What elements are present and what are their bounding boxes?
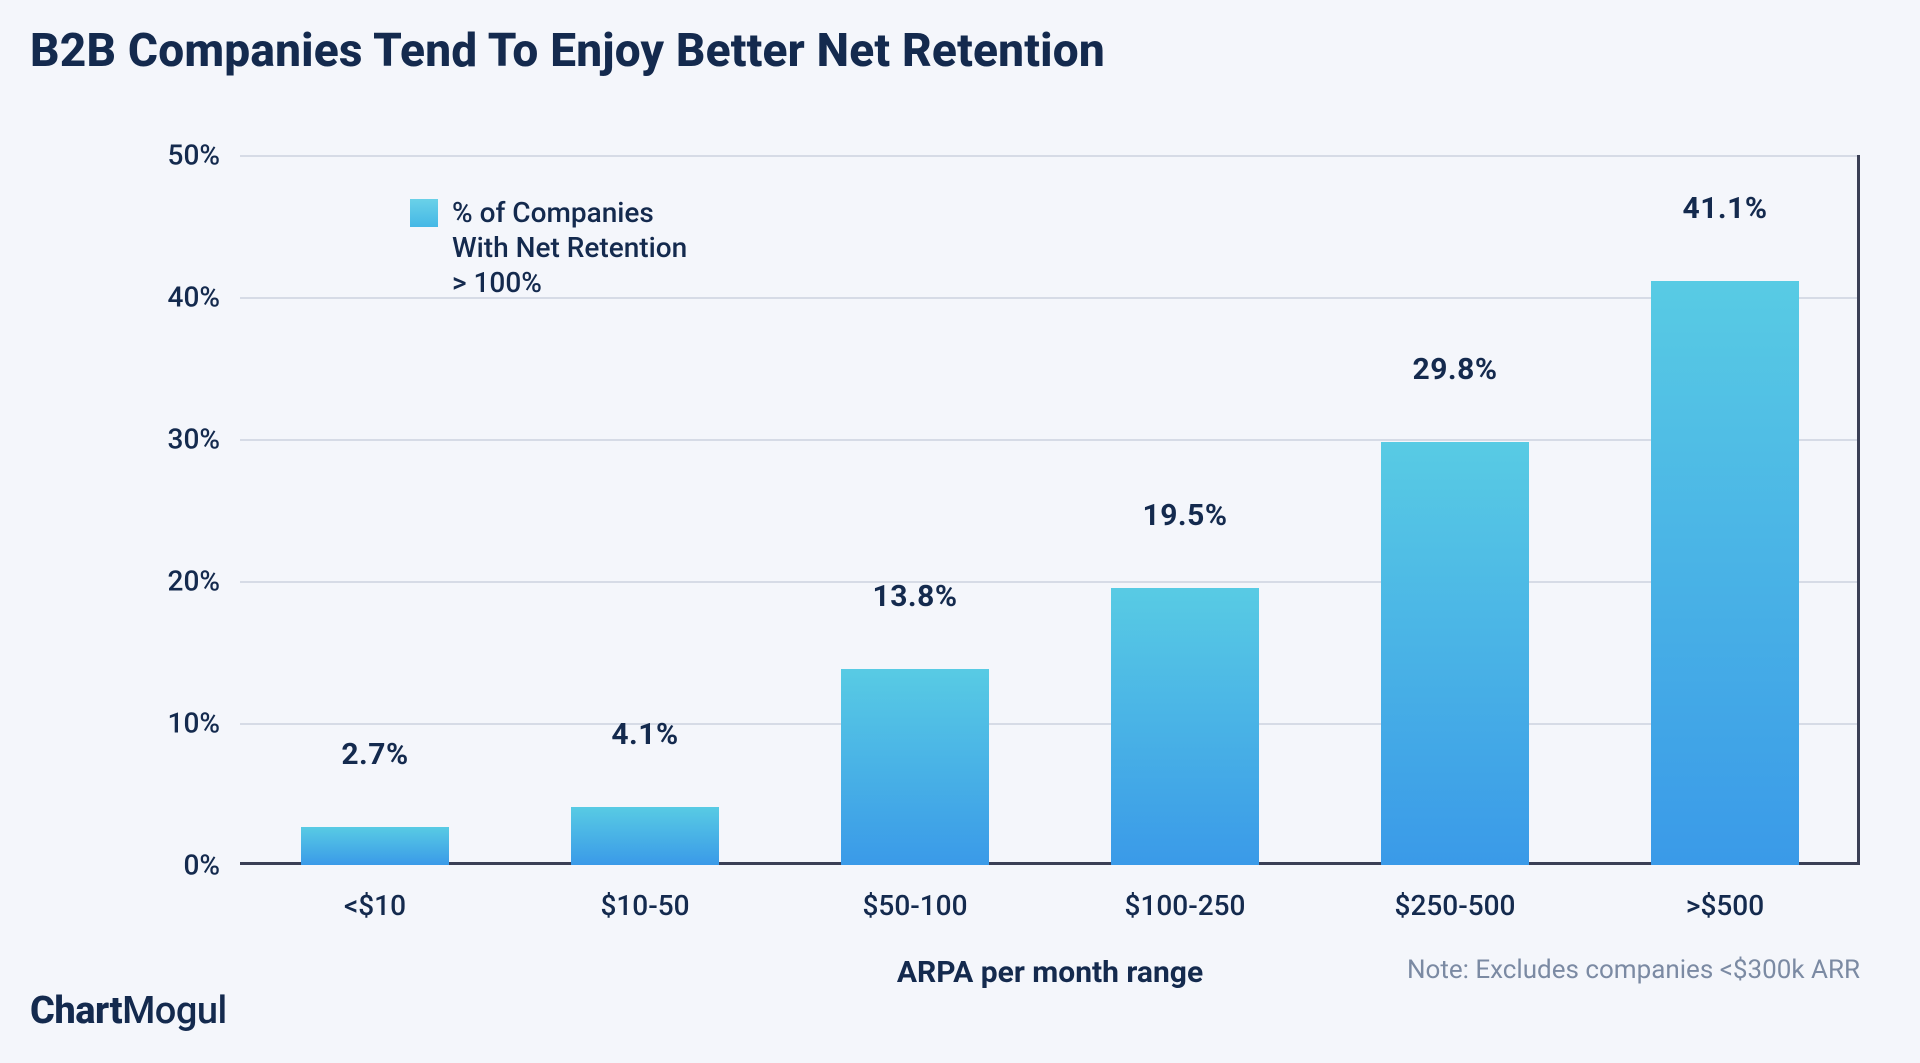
- bar: [571, 807, 720, 865]
- bar: [1651, 281, 1800, 865]
- chart-card: B2B Companies Tend To Enjoy Better Net R…: [0, 0, 1920, 1063]
- x-tick-label: <$10: [344, 889, 406, 922]
- y-tick-label: 20%: [130, 565, 220, 598]
- bar-value-label: 2.7%: [341, 737, 408, 782]
- bar-value-label: 13.8%: [872, 579, 957, 624]
- brand-logo: ChartMogul: [30, 989, 227, 1033]
- x-axis-title: ARPA per month range: [897, 955, 1203, 990]
- x-tick-label: >$500: [1686, 889, 1764, 922]
- bar: [841, 669, 990, 865]
- chart-area: 0%10%20%30%40%50% 2.7%<$104.1%$10-5013.8…: [160, 155, 1860, 865]
- y-tick-label: 0%: [130, 849, 220, 882]
- x-tick-label: $50-100: [863, 889, 968, 922]
- chart-footnote: Note: Excludes companies <$300k ARR: [1407, 955, 1860, 985]
- bar: [1111, 588, 1260, 865]
- bar-value-label: 19.5%: [1142, 498, 1227, 543]
- y-tick-label: 10%: [130, 707, 220, 740]
- y-tick-label: 30%: [130, 423, 220, 456]
- bar-value-label: 29.8%: [1412, 352, 1497, 397]
- x-tick-label: $250-500: [1395, 889, 1516, 922]
- y-tick-label: 50%: [130, 139, 220, 172]
- x-tick-label: $10-50: [600, 889, 689, 922]
- bar: [301, 827, 450, 865]
- legend: % of Companies With Net Retention > 100%: [410, 195, 687, 300]
- x-tick-label: $100-250: [1125, 889, 1246, 922]
- y-tick-label: 40%: [130, 281, 220, 314]
- legend-text: % of Companies With Net Retention > 100%: [452, 195, 687, 300]
- bar-value-label: 41.1%: [1682, 191, 1767, 236]
- bar-value-label: 4.1%: [611, 717, 678, 762]
- chart-title: B2B Companies Tend To Enjoy Better Net R…: [30, 24, 1105, 78]
- brand-thin: Mogul: [122, 989, 227, 1033]
- bar: [1381, 442, 1530, 865]
- plot-area: 2.7%<$104.1%$10-5013.8%$50-10019.5%$100-…: [240, 155, 1860, 865]
- legend-swatch: [410, 199, 438, 227]
- brand-bold: Chart: [30, 989, 122, 1033]
